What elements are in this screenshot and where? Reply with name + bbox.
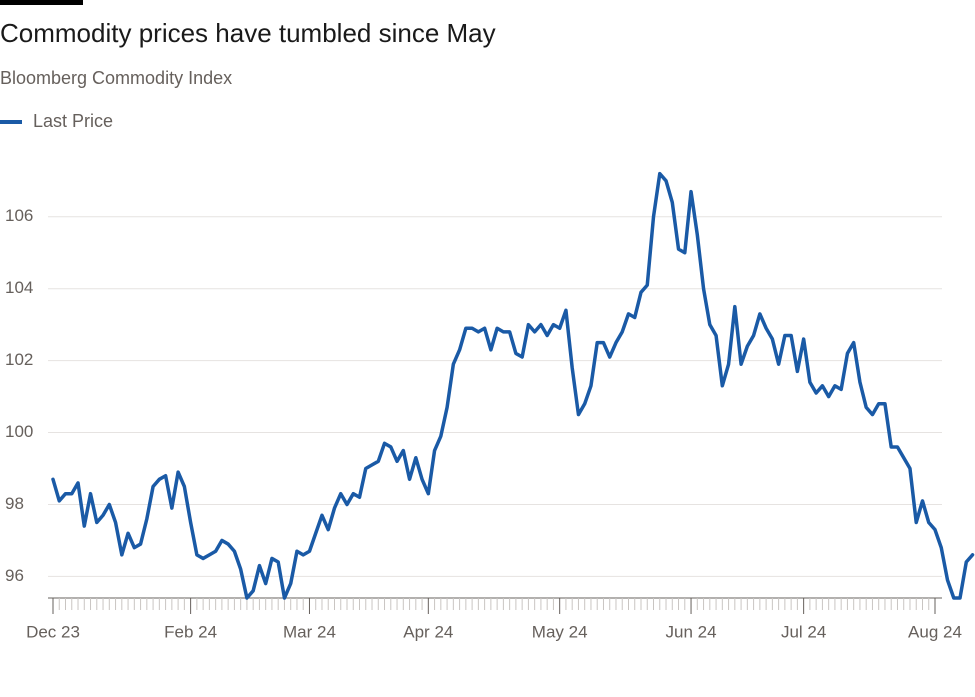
legend-label: Last Price: [33, 111, 113, 131]
brand-bar: [0, 0, 83, 5]
data-line: [51, 171, 975, 600]
x-tick-label: Apr 24: [403, 622, 453, 641]
x-tick-label: Jun 24: [666, 622, 717, 641]
legend: Last Price: [0, 111, 113, 131]
y-tick-label: 98: [5, 494, 24, 513]
y-tick-label: 100: [5, 422, 33, 441]
chart-subtitle: Bloomberg Commodity Index: [0, 68, 232, 88]
x-tick-label: Mar 24: [283, 622, 336, 641]
x-tick-label: Aug 24: [908, 622, 962, 641]
x-tick-label: Feb 24: [164, 622, 217, 641]
x-tick-label: May 24: [532, 622, 588, 641]
y-tick-label: 104: [5, 278, 33, 297]
x-tick-label: Jul 24: [781, 622, 826, 641]
y-tick-label: 106: [5, 206, 33, 225]
y-tick-label: 96: [5, 566, 24, 585]
chart-title: Commodity prices have tumbled since May: [0, 18, 496, 48]
y-tick-label: 102: [5, 350, 33, 369]
x-tick-label: Dec 23: [26, 622, 80, 641]
